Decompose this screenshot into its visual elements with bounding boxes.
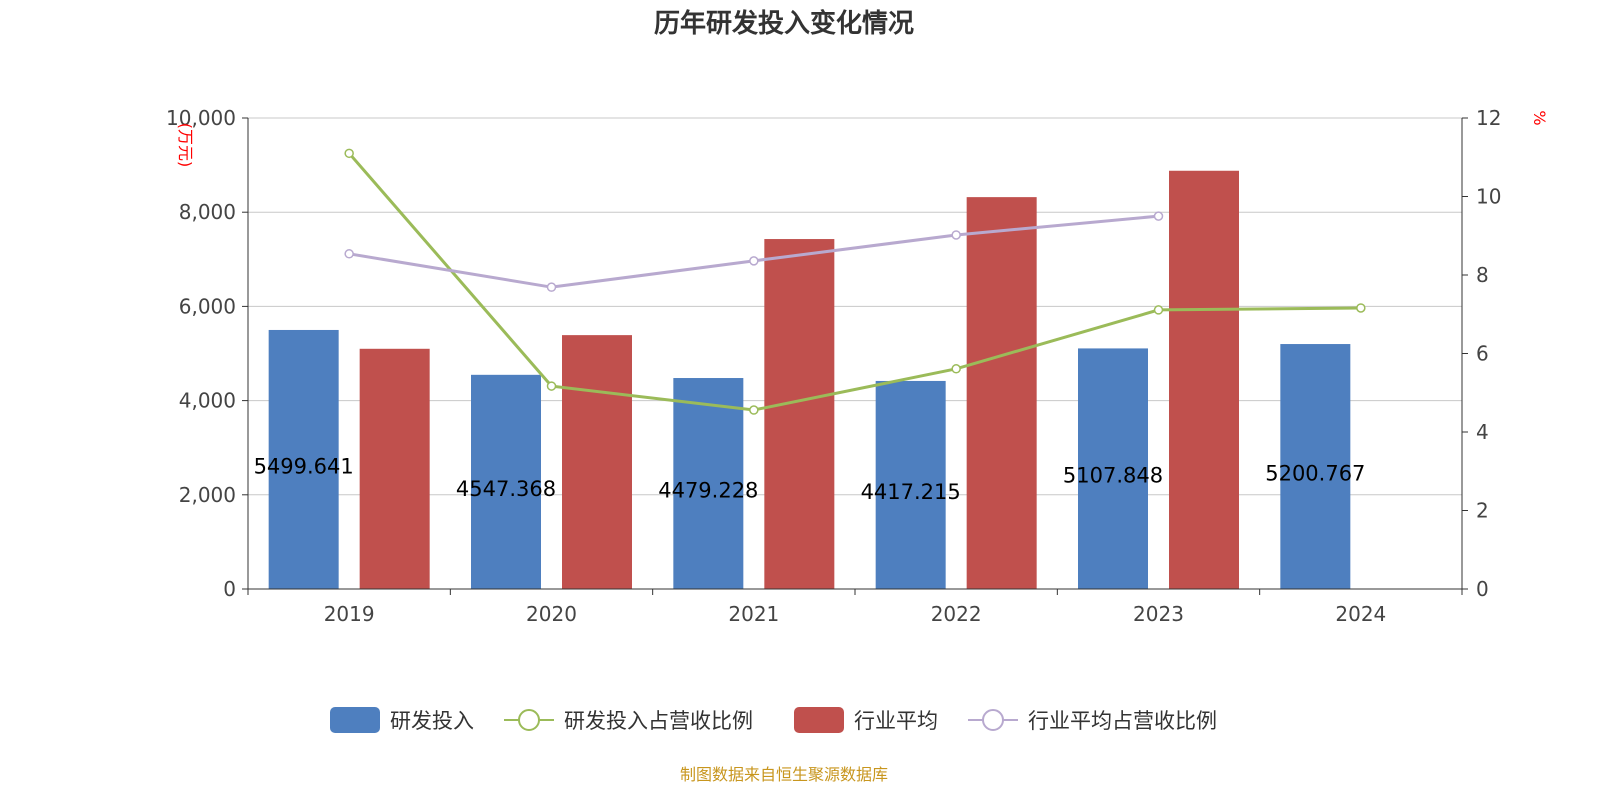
bar-行业平均: [1169, 170, 1239, 589]
y-right-axis-label: %: [1530, 110, 1549, 125]
y-left-tick-label: 6,000: [179, 294, 236, 318]
y-right-tick-label: 6: [1476, 342, 1489, 366]
line-point: [951, 230, 961, 240]
line-行业平均占营收比例: [348, 214, 1159, 289]
chart-title: 历年研发投入变化情况: [654, 8, 914, 39]
bar-行业平均: [562, 335, 632, 589]
line-point: [749, 405, 759, 415]
bar-研发投入: [1280, 344, 1351, 589]
legend-label[interactable]: 行业平均占营收比例: [1028, 709, 1217, 733]
line-point: [951, 364, 961, 374]
bar-data-label: 5200.767: [1265, 462, 1365, 486]
bar-data-label: 5107.848: [1063, 464, 1163, 488]
bar-研发投入: [268, 329, 339, 589]
y-right-tick-label: 0: [1476, 577, 1489, 601]
x-tick-label: 2021: [728, 602, 779, 626]
bar-行业平均: [966, 197, 1037, 590]
line-point: [546, 282, 557, 292]
legend-label[interactable]: 行业平均: [854, 709, 938, 733]
y-left-tick-label: 4,000: [179, 389, 236, 413]
line-point: [344, 249, 354, 259]
bar-研发投入: [673, 378, 744, 589]
bar-data-label: 4547.368: [456, 477, 556, 501]
source-note: 制图数据来自恒生聚源数据库: [680, 765, 888, 784]
line-point: [344, 148, 354, 159]
x-tick-label: 2022: [931, 602, 982, 626]
bar-研发投入: [1078, 348, 1148, 589]
bar-data-label: 4417.215: [861, 480, 961, 504]
bar-研发投入: [471, 374, 541, 589]
legend-swatch: [794, 707, 844, 733]
y-right-tick-label: 8: [1476, 263, 1489, 287]
line-研发投入占营收比例: [348, 152, 1361, 412]
legend: 研发投入 研发投入占营收比例 行业平均 行业平均占营收比例: [330, 707, 1217, 733]
bar-行业平均: [764, 239, 835, 589]
legend-swatch: [330, 707, 380, 733]
y-left-tick-label: 0: [223, 577, 236, 601]
legend-marker: [982, 709, 1004, 731]
bar-研发投入: [875, 380, 946, 589]
line-point: [1153, 211, 1164, 221]
x-tick-label: 2020: [526, 602, 577, 626]
line-point: [1356, 303, 1366, 313]
y-left-axis-label: (万元): [176, 123, 195, 168]
x-tick-label: 2019: [324, 602, 375, 626]
y-right-tick-label: 12: [1476, 106, 1501, 130]
y-left-tick-label: 10,000: [166, 106, 236, 130]
x-tick-label: 2024: [1335, 602, 1386, 626]
y-right-tick-label: 10: [1476, 185, 1501, 209]
y-right-tick-label: 4: [1476, 420, 1489, 444]
legend-label[interactable]: 研发投入: [390, 709, 474, 733]
bar-行业平均: [359, 348, 430, 589]
line-point: [749, 256, 759, 266]
legend-marker: [518, 709, 540, 731]
y-right-tick-label: 2: [1476, 499, 1489, 523]
bar-data-label: 5499.641: [254, 454, 354, 478]
y-left-tick-label: 2,000: [179, 483, 236, 507]
line-point: [1153, 305, 1164, 315]
bar-data-label: 4479.228: [658, 479, 758, 503]
line-point: [546, 381, 557, 391]
x-tick-label: 2023: [1133, 602, 1184, 626]
legend-label[interactable]: 研发投入占营收比例: [564, 709, 753, 733]
y-left-tick-label: 8,000: [179, 200, 236, 224]
